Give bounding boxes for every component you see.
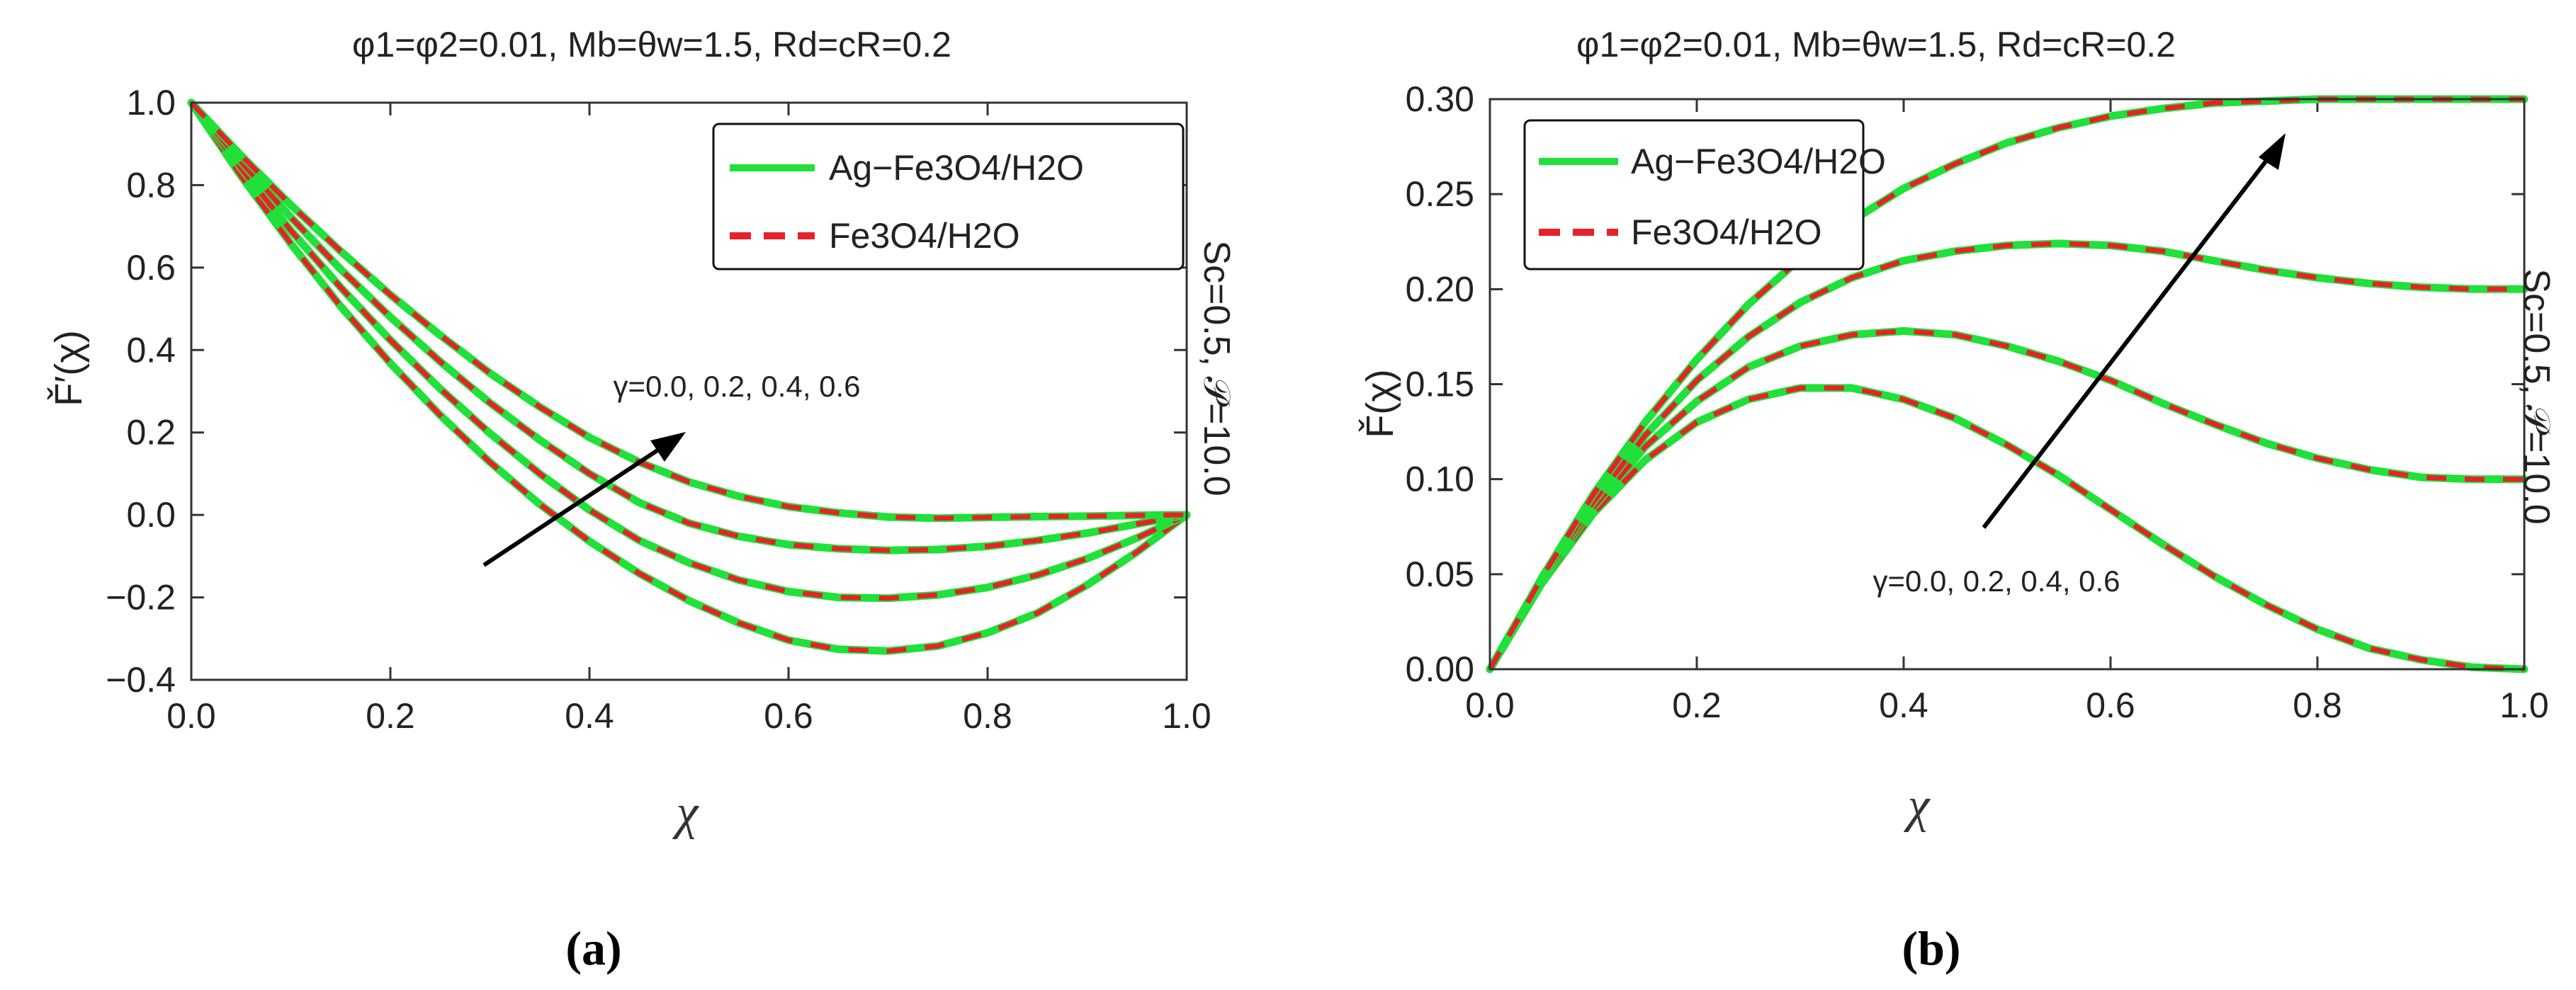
- chart-a-y-tick-label: 1.0: [126, 83, 176, 123]
- chart-b-plot-frame: [1488, 98, 2526, 671]
- chart-a-y-tick-label: −0.4: [106, 660, 176, 700]
- chart-a-x-tick-label: 1.0: [1162, 696, 1211, 736]
- chart-b-arrow-shaft: [1982, 151, 2275, 529]
- chart-b-series-0-dashed: [1488, 385, 2525, 672]
- chart-a-series-2-dashed: [189, 101, 1187, 553]
- chart-a-arrow-shaft: [482, 443, 667, 567]
- chart-b-x-tick-label: 1.0: [2499, 685, 2549, 725]
- chart-a-y-tick-label: 0.0: [126, 495, 176, 535]
- chart-a-x-tick-label: 0.6: [764, 696, 813, 736]
- chart-a-svg: φ1=φ2=0.01, Mb=θw=1.5, Rd=cR=0.2 −0.4−0.…: [47, 25, 1237, 975]
- chart-a-x-tick-label: 0.8: [963, 696, 1012, 736]
- chart-b-series-3-dashed: [1487, 96, 2524, 671]
- chart-a-y-tick-label: 0.2: [126, 413, 176, 453]
- chart-b-y-tick-label: 0.30: [1406, 79, 1474, 119]
- chart-b-y-tick-label: 0.25: [1406, 174, 1474, 214]
- chart-b-x-tick-label: 0.8: [2293, 685, 2342, 725]
- chart-b-legend-label-1: Ag−Fe3O4/H2O: [1631, 142, 1886, 181]
- chart-b-caption: (b): [1902, 921, 1960, 975]
- chart-b-series-2-dashed: [1487, 241, 2524, 671]
- chart-panel-b: φ1=φ2=0.01, Mb=θw=1.5, Rd=cR=0.2 0.00 0.0…: [1288, 0, 2576, 990]
- chart-b-y-tick-label: 0.10: [1406, 460, 1474, 499]
- chart-b-y-tick-label: 0.00: [1406, 649, 1474, 689]
- chart-a-y-tick-label: 0.4: [126, 330, 176, 370]
- chart-a-xlabel: χ: [672, 785, 700, 840]
- chart-b-legend: Ag−Fe3O4/H2O Fe3O4/H2O: [1523, 119, 1886, 271]
- chart-a-series-3-dashed: [189, 101, 1187, 521]
- chart-a-title: φ1=φ2=0.01, Mb=θw=1.5, Rd=cR=0.2: [352, 25, 951, 64]
- chart-a-arrow: [482, 432, 686, 567]
- chart-b-series-1-dashed: [1487, 328, 2524, 671]
- chart-b-annotation: γ=0.0, 0.2, 0.4, 0.6: [1872, 564, 2120, 598]
- chart-a-plot-frame: [190, 101, 1188, 681]
- chart-a-y-tick-label: 0.6: [126, 248, 176, 288]
- chart-a-caption: (a): [565, 921, 621, 975]
- chart-a-x-tick-label: 0.2: [366, 696, 415, 736]
- chart-b-y-tick-label: 0.20: [1406, 269, 1474, 309]
- chart-a-x-tick-label: 0.4: [565, 696, 614, 736]
- chart-a-series-1-solid: [187, 98, 1191, 603]
- chart-a-legend: Ag−Fe3O4/H2O Fe3O4/H2O: [712, 123, 1185, 271]
- chart-b-y-ticks: 0.00 0.05 0.10 0.15 0.20 0.25 0.30: [1406, 79, 2524, 689]
- chart-b-y-tick-label: 0.05: [1406, 554, 1474, 594]
- chart-b-title: φ1=φ2=0.01, Mb=θw=1.5, Rd=cR=0.2: [1576, 25, 2176, 64]
- chart-b-series-group: [1486, 95, 2529, 673]
- chart-a-series-group: [187, 98, 1191, 655]
- chart-b-x-tick-label: 0.2: [1672, 685, 1722, 725]
- chart-b-x-tick-label: 0.4: [1879, 685, 1928, 725]
- chart-a-y-tick-label: 0.8: [126, 165, 176, 205]
- chart-a-arrow-head: [650, 432, 686, 462]
- chart-b-arrow: [1982, 133, 2286, 529]
- chart-b-ylabel: F̌(χ): [1358, 369, 1401, 438]
- chart-b-y-tick-label: 0.15: [1406, 365, 1474, 404]
- chart-a-y-ticks: −0.4 −0.2 0.0 0.2 0.4 0.6 0.8 1.0: [106, 83, 1187, 700]
- chart-b-x-tick-label: 0.6: [2086, 685, 2135, 725]
- chart-b-x-tick-label: 0.0: [1465, 685, 1515, 725]
- chart-a-x-tick-label: 0.0: [166, 696, 216, 736]
- chart-a-legend-box: [712, 123, 1185, 271]
- chart-b-svg: φ1=φ2=0.01, Mb=θw=1.5, Rd=cR=0.2 0.000.0…: [1358, 25, 2557, 975]
- chart-a-x-ticks: 0.0 0.2 0.4 0.6 0.8 1.0: [166, 103, 1211, 736]
- chart-b-side-label: Sc=0.5, 𝒫=10.0: [2516, 268, 2557, 524]
- chart-a-series-0-dashed: [189, 101, 1189, 654]
- chart-panel-a: φ1=φ2=0.01, Mb=θw=1.5, Rd=cR=0.2 −0.4 −0.…: [47, 25, 1237, 975]
- chart-a-y-tick-label: −0.2: [106, 578, 176, 618]
- chart-a-ylabel: F̌′(χ): [47, 330, 90, 406]
- chart-a-legend-label-1: Ag−Fe3O4/H2O: [829, 148, 1084, 188]
- chart-a-legend-label-2: Fe3O4/H2O: [829, 216, 1020, 256]
- chart-b-x-ticks: 0.0 0.2 0.4 0.6 0.8 1.0: [1465, 99, 2549, 725]
- chart-b-legend-label-2: Fe3O4/H2O: [1631, 212, 1822, 252]
- chart-b-arrow-head: [2259, 133, 2286, 170]
- chart-b-xlabel: χ: [1904, 778, 1931, 833]
- chart-a-side-label: Sc=0.5, 𝒫=10.0: [1196, 240, 1237, 496]
- chart-a-annotation: γ=0.0, 0.2, 0.4, 0.6: [613, 370, 860, 403]
